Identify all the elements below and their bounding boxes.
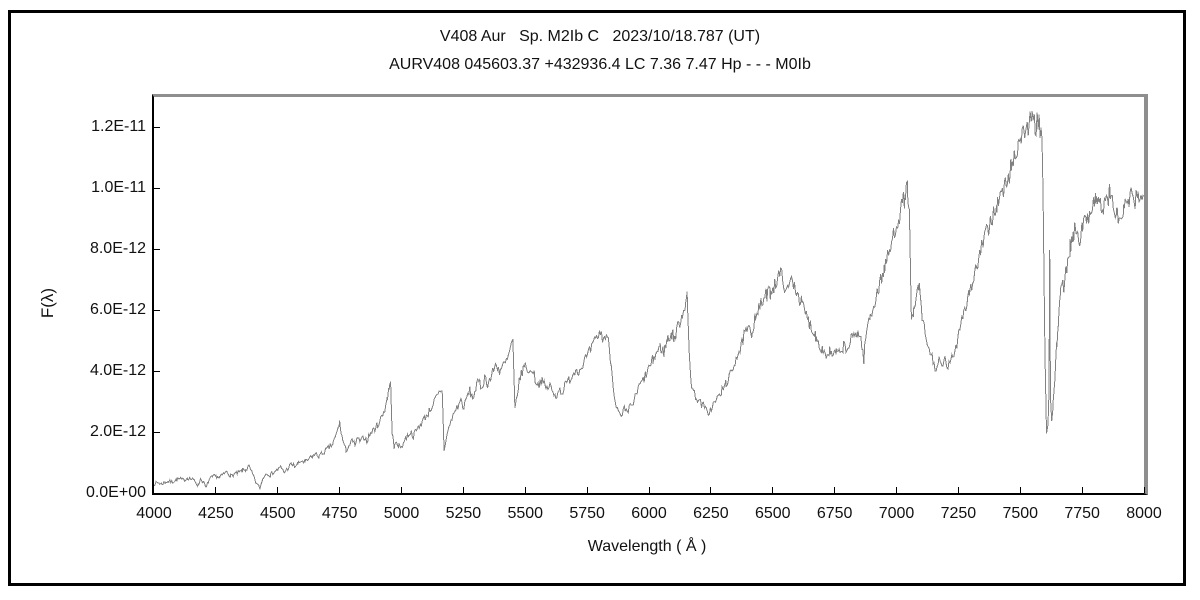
- x-tick-label: 6000: [631, 505, 667, 522]
- x-tick-label: 8000: [1126, 505, 1162, 522]
- y-tick-label: 1.0E-11: [91, 179, 146, 197]
- x-tick-label: 7000: [878, 505, 915, 522]
- y-tick-mark: [154, 187, 160, 189]
- x-tick-mark: [524, 487, 526, 493]
- plot-inner: [154, 97, 1145, 493]
- x-tick-label: 6750: [816, 505, 853, 522]
- x-tick-mark: [648, 487, 650, 493]
- x-tick-label: 4500: [259, 505, 296, 522]
- x-tick-mark: [957, 487, 959, 493]
- x-tick-label: 7750: [1064, 505, 1100, 522]
- x-tick-label: 6250: [693, 505, 729, 522]
- plot-area: [152, 94, 1148, 495]
- x-tick-mark: [586, 487, 588, 493]
- x-tick-mark: [401, 487, 402, 493]
- y-tick-label: 8.0E-12: [89, 240, 146, 258]
- y-tick-label: 6.0E-12: [89, 301, 146, 319]
- chart-title-line2: AURV408 045603.37 +432936.4 LC 7.36 7.47…: [389, 56, 811, 73]
- x-tick-label: 7250: [940, 505, 977, 522]
- y-tick-mark: [154, 370, 160, 372]
- y-tick-label: 4.0E-12: [89, 362, 146, 380]
- y-tick-mark: [154, 309, 160, 311]
- x-tick-mark: [772, 487, 774, 493]
- spectrum-svg: [154, 110, 1144, 490]
- x-tick-label: 4000: [136, 505, 172, 522]
- x-tick-mark: [834, 487, 836, 493]
- x-tick-label: 5750: [569, 505, 605, 522]
- x-tick-label: 6500: [754, 505, 791, 522]
- x-axis-title: Wavelength ( Å ): [587, 538, 707, 555]
- x-tick-mark: [339, 487, 341, 493]
- x-tick-label: 7500: [1002, 505, 1039, 522]
- spectrum-line: [154, 110, 1144, 490]
- x-tick-mark: [462, 487, 464, 493]
- x-tick-label: 4250: [198, 505, 234, 522]
- x-tick-mark: [1081, 487, 1083, 493]
- outer-frame: [8, 10, 1186, 586]
- x-tick-label: 5000: [383, 505, 420, 522]
- x-tick-mark: [1143, 487, 1145, 493]
- y-tick-mark: [154, 248, 160, 250]
- y-tick-mark: [154, 431, 160, 433]
- x-tick-mark: [1019, 487, 1021, 493]
- y-tick-label: 2.0E-12: [89, 423, 146, 441]
- y-tick-label: 0.0E+00: [85, 484, 146, 501]
- x-tick-label: 4750: [321, 505, 358, 522]
- x-tick-mark: [896, 487, 897, 493]
- x-tick-mark: [710, 487, 712, 493]
- x-tick-mark: [277, 487, 279, 493]
- x-tick-label: 5250: [445, 505, 482, 522]
- x-tick-label: 5500: [507, 505, 544, 522]
- chart-title-line1: V408 Aur Sp. M2Ib C 2023/10/18.787 (UT): [439, 28, 761, 45]
- y-tick-label: 1.2E-11: [91, 118, 146, 136]
- y-tick-mark: [154, 126, 160, 128]
- x-tick-mark: [215, 487, 217, 493]
